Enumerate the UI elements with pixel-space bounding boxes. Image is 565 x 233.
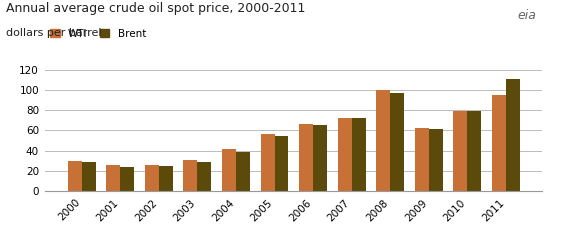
Legend: WTI, Brent: WTI, Brent — [50, 29, 146, 39]
Bar — [236, 152, 250, 191]
Bar — [145, 165, 159, 191]
Bar — [275, 136, 288, 191]
Bar — [260, 134, 275, 191]
Bar — [299, 124, 313, 191]
Bar — [376, 90, 390, 191]
Bar — [68, 161, 82, 191]
Bar — [120, 167, 134, 191]
Bar — [106, 165, 120, 191]
Text: eia: eia — [517, 9, 536, 22]
Bar — [492, 95, 506, 191]
Bar — [184, 160, 197, 191]
Bar — [351, 118, 366, 191]
Bar — [159, 166, 173, 191]
Bar — [82, 162, 95, 191]
Bar — [467, 111, 481, 191]
Bar — [415, 128, 429, 191]
Bar — [454, 111, 467, 191]
Bar — [390, 93, 404, 191]
Text: Annual average crude oil spot price, 2000-2011: Annual average crude oil spot price, 200… — [6, 2, 305, 15]
Bar — [313, 125, 327, 191]
Bar — [429, 129, 442, 191]
Bar — [506, 79, 520, 191]
Text: dollars per barrel: dollars per barrel — [6, 28, 101, 38]
Bar — [222, 149, 236, 191]
Bar — [197, 162, 211, 191]
Bar — [338, 118, 351, 191]
